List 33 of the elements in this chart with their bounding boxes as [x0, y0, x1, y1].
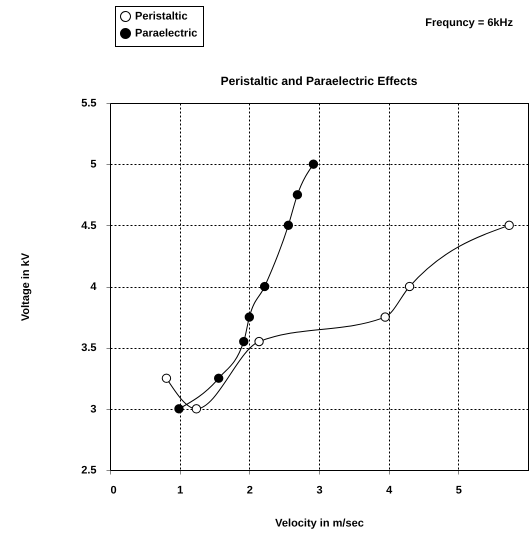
point	[214, 374, 224, 383]
x-tick-label: 2	[246, 484, 253, 496]
x-axis-title: Velocity in m/sec	[275, 518, 364, 530]
point	[174, 404, 184, 414]
point	[308, 159, 318, 169]
x-tick-label: 5	[456, 484, 462, 496]
y-tick-label: 5	[90, 158, 96, 171]
y-tick-label: 2.5	[81, 464, 96, 476]
point	[292, 190, 302, 200]
x-tick-label: 3	[316, 484, 323, 496]
point	[504, 220, 514, 230]
point	[404, 282, 414, 292]
point	[260, 282, 270, 292]
point	[239, 336, 248, 346]
point	[192, 404, 202, 414]
text: Frequncy = 6kHz	[425, 17, 514, 29]
legend-label: Peristaltic	[135, 10, 188, 22]
legend-label: Paraelectric	[135, 28, 198, 40]
y-tick-label: 4.5	[81, 220, 96, 232]
y-tick-label: 5.5	[81, 98, 96, 110]
point	[244, 312, 254, 322]
y-tick-label: 3	[90, 403, 96, 416]
point	[284, 220, 294, 230]
x-tick-label: 0	[110, 484, 117, 496]
y-tick-label: 4	[90, 281, 98, 293]
point	[254, 336, 264, 346]
y-axis-title: Voltage in kV	[20, 252, 32, 322]
chart-title: Peristaltic and Paraelectric Effects	[220, 74, 418, 88]
x-tick-label: 4	[386, 484, 394, 496]
y-tick-label: 3.5	[81, 342, 96, 354]
point	[162, 374, 172, 383]
x-tick-label: 1	[177, 484, 184, 496]
point	[380, 312, 390, 322]
